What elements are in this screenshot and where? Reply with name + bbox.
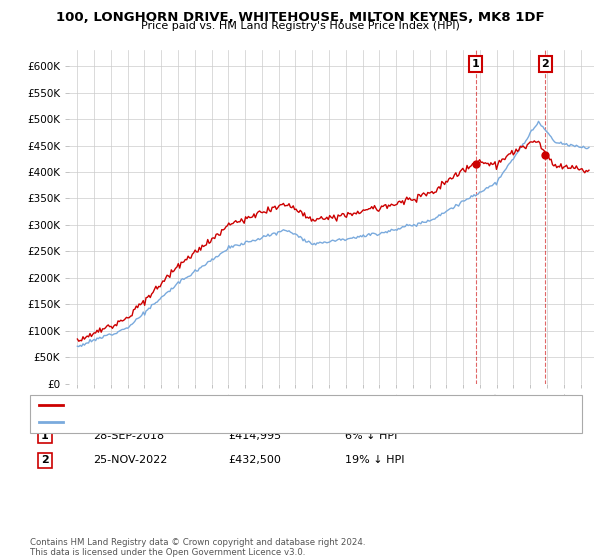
Text: 28-SEP-2018: 28-SEP-2018 — [93, 431, 164, 441]
Text: 6% ↓ HPI: 6% ↓ HPI — [345, 431, 397, 441]
Text: 100, LONGHORN DRIVE, WHITEHOUSE, MILTON KEYNES, MK8 1DF (detached house): 100, LONGHORN DRIVE, WHITEHOUSE, MILTON … — [68, 400, 478, 410]
Text: 2: 2 — [541, 59, 549, 69]
Text: HPI: Average price, detached house, Milton Keynes: HPI: Average price, detached house, Milt… — [68, 417, 317, 427]
Text: Contains HM Land Registry data © Crown copyright and database right 2024.
This d: Contains HM Land Registry data © Crown c… — [30, 538, 365, 557]
Text: 19% ↓ HPI: 19% ↓ HPI — [345, 455, 404, 465]
Text: 2: 2 — [41, 455, 49, 465]
Text: 100, LONGHORN DRIVE, WHITEHOUSE, MILTON KEYNES, MK8 1DF: 100, LONGHORN DRIVE, WHITEHOUSE, MILTON … — [56, 11, 544, 24]
Text: £414,995: £414,995 — [228, 431, 281, 441]
Text: 1: 1 — [41, 431, 49, 441]
Text: £432,500: £432,500 — [228, 455, 281, 465]
Text: 1: 1 — [472, 59, 479, 69]
Text: 25-NOV-2022: 25-NOV-2022 — [93, 455, 167, 465]
Text: Price paid vs. HM Land Registry's House Price Index (HPI): Price paid vs. HM Land Registry's House … — [140, 21, 460, 31]
